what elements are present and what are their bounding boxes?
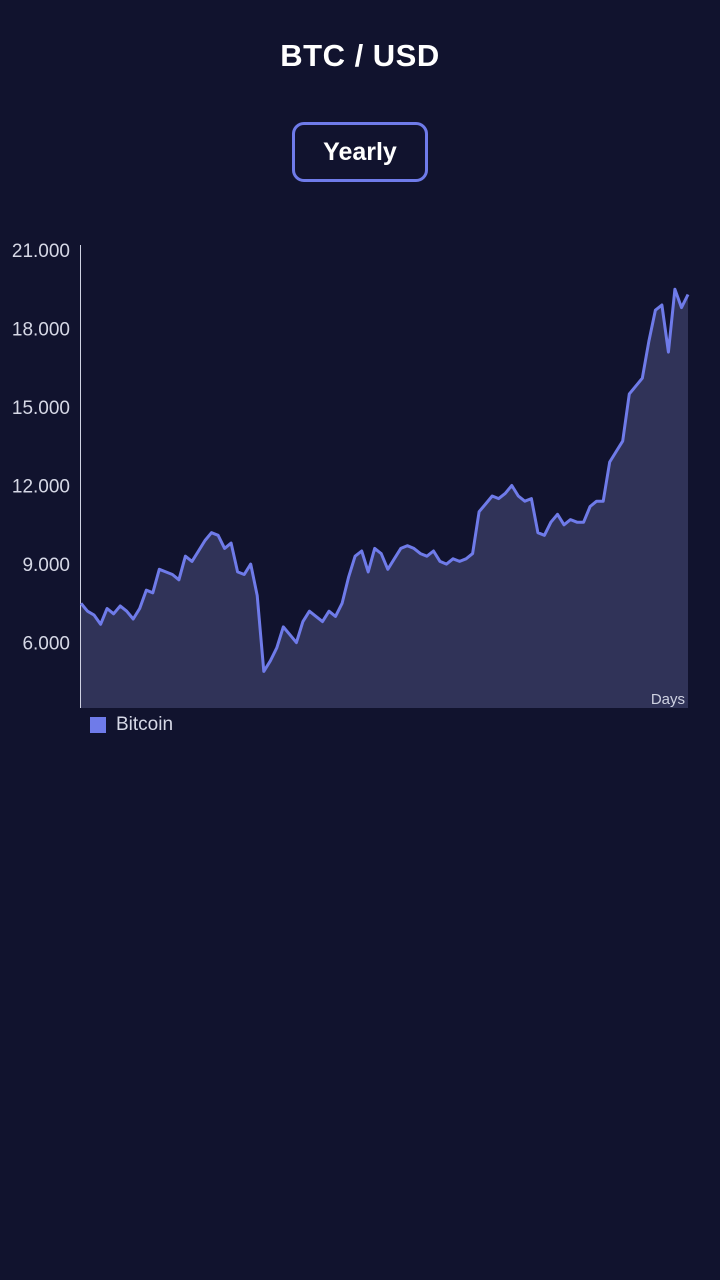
- x-axis-title: Days: [651, 691, 685, 708]
- y-tick-label: 12.000: [12, 477, 70, 498]
- period-toggle-button[interactable]: Yearly: [292, 122, 428, 182]
- price-chart: 6.000 9.000 12.000 15.000 18.000 21.000 Days: [12, 241, 690, 708]
- page-title: BTC / USD: [280, 38, 440, 73]
- series-line-bitcoin: [79, 287, 690, 673]
- y-tick-label: 9.000: [22, 555, 70, 576]
- y-tick-label: 18.000: [12, 320, 70, 341]
- legend-label-bitcoin: Bitcoin: [116, 714, 174, 735]
- y-tick-label: 15.000: [12, 398, 70, 419]
- series-area-bitcoin: [81, 289, 688, 708]
- chart-legend[interactable]: Bitcoin: [90, 714, 173, 736]
- y-tick-label: 6.000: [22, 634, 70, 655]
- y-axis-ticks: 6.000 9.000 12.000 15.000 18.000 21.000: [12, 241, 70, 655]
- y-tick-label: 21.000: [12, 241, 70, 262]
- legend-swatch-bitcoin: [90, 717, 106, 733]
